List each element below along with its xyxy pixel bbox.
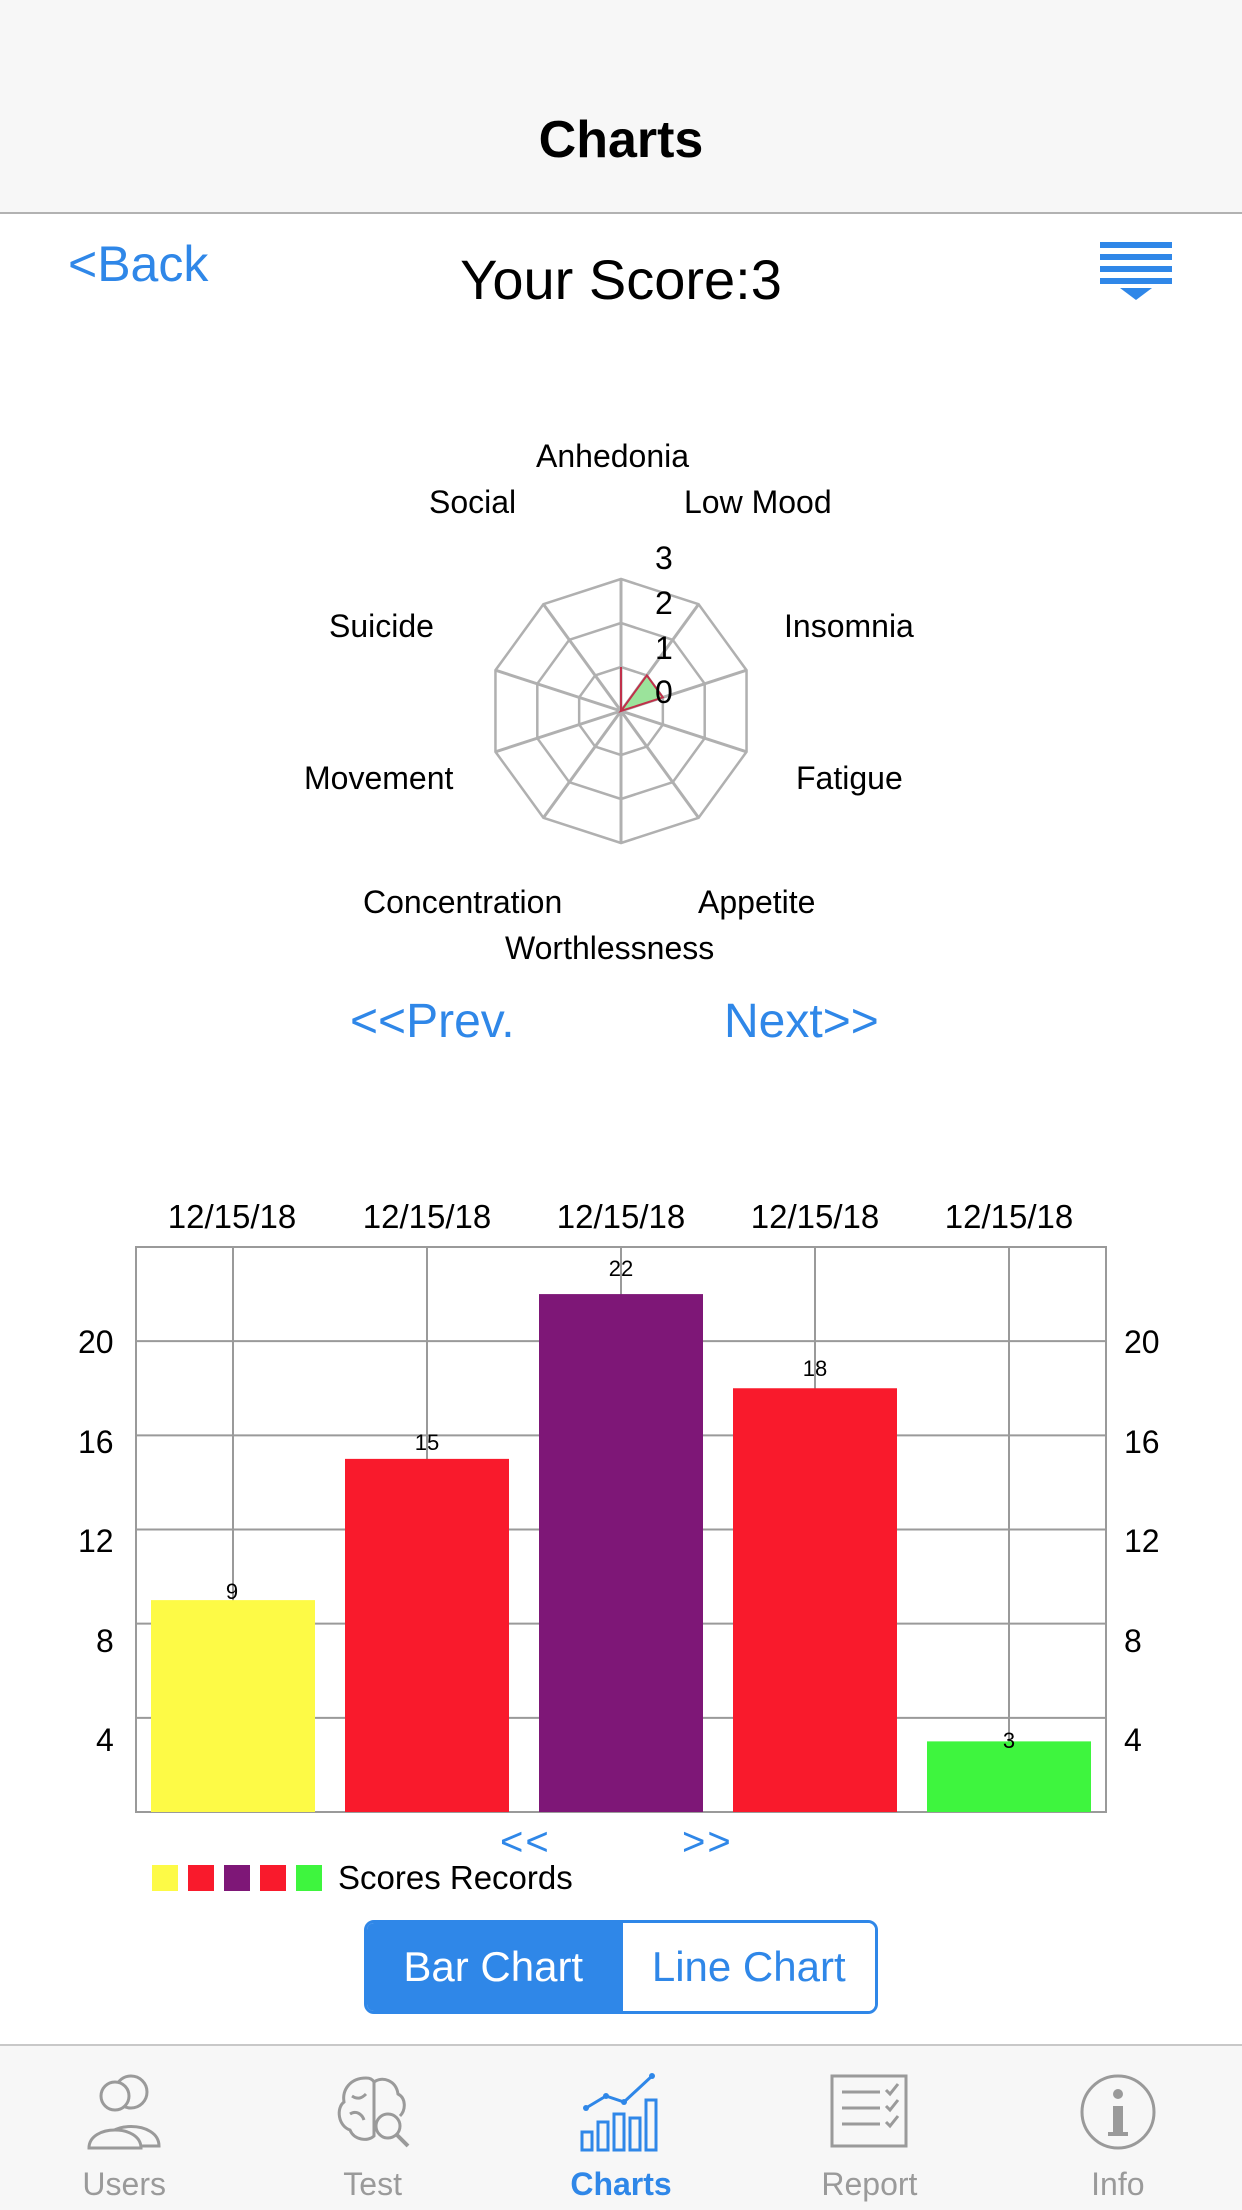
legend-swatch [224,1865,250,1891]
radar-spoke [542,603,623,712]
legend-swatch [296,1865,322,1891]
tab-report[interactable]: Report [745,2046,993,2210]
tab-info[interactable]: Info [994,2046,1242,2210]
radar-spoke [619,710,700,819]
score-title: Your Score:3 [460,248,782,311]
next-button[interactable]: Next>> [724,995,879,1048]
radar-spoke [620,709,748,754]
radar-spoke [542,710,623,819]
radar-label-fatigue: Fatigue [796,760,903,796]
bar-value-label: 15 [414,1430,440,1455]
radar-label-insomnia: Insomnia [784,608,914,644]
radar-label-worthlessness: Worthlessness [505,930,715,966]
bar[interactable] [151,1600,315,1812]
bar-date-label: 12/15/18 [167,1198,297,1235]
tab-test[interactable]: Test [248,2046,496,2210]
radar-label-movement: Movement [304,760,454,796]
radar-label-appetite: Appetite [698,884,816,920]
bar[interactable] [345,1458,509,1812]
bar-value-label: 18 [802,1356,828,1381]
tab-users[interactable]: Users [0,2046,248,2210]
bar-date-label: 12/15/18 [556,1198,686,1235]
bar-chart [135,1246,1107,1813]
page-title: Charts [538,111,704,169]
bar-chart-segment[interactable]: Bar Chart [367,1923,620,2011]
radar-tick-2: 2 [655,585,673,621]
tab-charts[interactable]: Charts [497,2046,745,2210]
bar-value-label: 3 [1002,1728,1016,1753]
prev-button[interactable]: <<Prev. [350,995,515,1048]
back-button[interactable]: <Back [68,236,209,292]
line-chart-segment[interactable]: Line Chart [619,1923,875,2011]
y-tick-right: 4 [1124,1722,1142,1758]
brain-search-icon [337,2076,410,2148]
radar-tick-3: 3 [655,540,673,576]
chart-type-segmented-control: Bar Chart Line Chart [364,1920,878,2014]
tab-label: Charts [570,2166,672,2202]
info-icon [1080,2074,1156,2150]
tab-label: Users [82,2166,166,2202]
bar-value-label: 9 [225,1579,239,1604]
y-tick-left: 20 [78,1324,114,1360]
radar-label-low-mood: Low Mood [684,484,832,520]
radar-score-area [618,673,665,713]
radar-label-social: Social [429,484,517,520]
report-checklist-icon [830,2074,908,2148]
tab-bar: Users Test Charts [0,2044,1242,2210]
menu-filter-icon[interactable] [1098,240,1174,302]
tab-label: Test [343,2166,402,2202]
bar[interactable] [539,1294,703,1812]
radar-spoke [494,668,622,713]
y-tick-right: 16 [1124,1424,1160,1460]
bar[interactable] [927,1741,1091,1812]
bar-value-label: 22 [608,1256,634,1281]
radar-spoke [494,709,622,754]
y-tick-right: 20 [1124,1324,1160,1360]
y-tick-left: 12 [78,1523,114,1559]
y-tick-left: 4 [96,1722,114,1758]
tab-label: Report [821,2166,918,2202]
legend-swatch [188,1865,214,1891]
bar-date-label: 12/15/18 [750,1198,880,1235]
bar-date-label: 12/15/18 [362,1198,492,1235]
radar-tick-0: 0 [655,674,673,710]
legend-swatch [260,1865,286,1891]
radar-tick-1: 1 [655,630,673,666]
y-tick-right: 8 [1124,1623,1142,1659]
radar-chart [494,577,748,845]
charts-icon [580,2073,658,2152]
y-tick-left: 8 [96,1623,114,1659]
legend-swatch [152,1865,178,1891]
legend-label: Scores Records [338,1859,573,1896]
tab-label: Info [1091,2166,1145,2202]
navigation-bar: Charts [0,0,1242,214]
radar-label-suicide: Suicide [329,608,434,644]
bar-prev-button[interactable]: << [500,1820,551,1864]
bar-date-label: 12/15/18 [944,1198,1074,1235]
bar-next-button[interactable]: >> [682,1820,733,1864]
y-tick-right: 12 [1124,1523,1160,1559]
chart-legend: Scores Records [152,1858,573,1898]
radar-label-concentration: Concentration [363,884,563,920]
radar-label-anhedonia: Anhedonia [536,438,690,474]
users-icon [87,2074,161,2150]
bar[interactable] [733,1388,897,1812]
y-tick-left: 16 [78,1424,114,1460]
